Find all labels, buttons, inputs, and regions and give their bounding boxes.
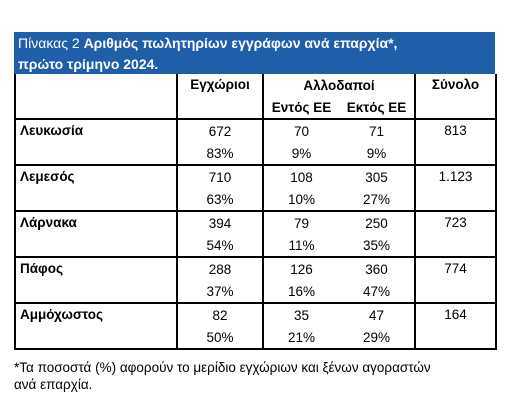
- non-eu-count: 47: [339, 302, 416, 326]
- non-eu-share: 9%: [366, 145, 387, 161]
- row: Λευκωσία 672 70 71 813: [14, 118, 498, 165]
- total-count: 774: [414, 256, 498, 303]
- domestic-count: 394: [177, 210, 264, 234]
- footnote-line: ανά επαρχία.: [14, 377, 93, 392]
- table-title: Πίνακας 2 Αριθμός πωλητηρίων εγγράφων αν…: [14, 32, 495, 74]
- non-eu-count: 360: [339, 256, 416, 280]
- eu-count: 70: [263, 118, 339, 142]
- domestic-count: 288: [177, 256, 264, 280]
- region-name: Λάρνακα: [14, 210, 178, 257]
- eu-share: 10%: [287, 191, 316, 207]
- header-domestic: Εγχώριοι: [177, 74, 264, 119]
- title-prefix: Πίνακας 2: [18, 35, 80, 51]
- row: Λεμεσός 710 108 305 1.123: [14, 164, 498, 211]
- non-eu-count: 71: [339, 118, 416, 142]
- title-line2: πρώτο τρίμηνο 2024.: [18, 56, 159, 72]
- row: 83% 9% 9%: [15, 142, 496, 165]
- non-eu-share: 29%: [362, 329, 391, 345]
- row: 63% 10% 27%: [15, 188, 496, 211]
- region-name: Λεμεσός: [14, 164, 178, 211]
- eu-count: 35: [263, 302, 339, 326]
- total-count: 1.123: [414, 164, 498, 211]
- total-count: 164: [414, 302, 498, 349]
- non-eu-share: 35%: [362, 237, 391, 253]
- domestic-share: 37%: [177, 280, 264, 303]
- non-eu-count: 250: [339, 210, 416, 234]
- row: 50% 21% 29%: [15, 326, 496, 349]
- header-foreign: Αλλοδαποί: [303, 77, 375, 93]
- row: Λάρνακα 394 79 250 723: [14, 210, 498, 257]
- total-count: 723: [414, 210, 498, 257]
- eu-share: 21%: [287, 329, 316, 345]
- eu-count: 108: [263, 164, 339, 188]
- header-total: Σύνολο: [414, 74, 498, 119]
- table-block: Πίνακας 2 Αριθμός πωλητηρίων εγγράφων αν…: [14, 32, 498, 351]
- region-name: Πάφος: [14, 256, 178, 303]
- domestic-share: 54%: [177, 234, 264, 257]
- domestic-share: 63%: [177, 188, 264, 211]
- region-name: Λευκωσία: [14, 118, 178, 165]
- eu-share: 16%: [287, 283, 316, 299]
- non-eu-count: 305: [339, 164, 416, 188]
- eu-count: 126: [263, 256, 339, 280]
- row: 37% 16% 47%: [15, 280, 496, 303]
- domestic-count: 672: [177, 118, 264, 142]
- eu-share: 11%: [288, 237, 315, 253]
- eu-count: 79: [263, 210, 339, 234]
- footnote-line: *Τα ποσοστά (%) αφορούν το μερίδιο εγχώρ…: [14, 360, 431, 375]
- domestic-share: 50%: [177, 326, 264, 349]
- row: Αμμόχωστος 82 35 47 164: [14, 302, 498, 349]
- header-eu: Εντός ΕΕ: [271, 99, 332, 115]
- data-table: Εγχώριοι Αλλοδαποί Σύνολο Εντός ΕΕ Εκτός…: [14, 74, 498, 351]
- non-eu-share: 27%: [362, 191, 391, 207]
- row: 54% 11% 35%: [15, 234, 496, 257]
- domestic-count: 82: [177, 302, 264, 326]
- header-non-eu: Εκτός ΕΕ: [346, 99, 407, 115]
- title-text: Αριθμός πωλητηρίων εγγράφων ανά επαρχία*…: [83, 35, 398, 51]
- eu-share: 9%: [291, 145, 312, 161]
- total-count: 813: [414, 118, 498, 165]
- domestic-share: 83%: [177, 142, 264, 165]
- non-eu-share: 47%: [362, 283, 391, 299]
- domestic-count: 710: [177, 164, 264, 188]
- footnote: *Τα ποσοστά (%) αφορούν το μερίδιο εγχώρ…: [14, 359, 504, 393]
- region-name: Αμμόχωστος: [14, 302, 178, 349]
- row: Πάφος 288 126 360 774: [14, 256, 498, 303]
